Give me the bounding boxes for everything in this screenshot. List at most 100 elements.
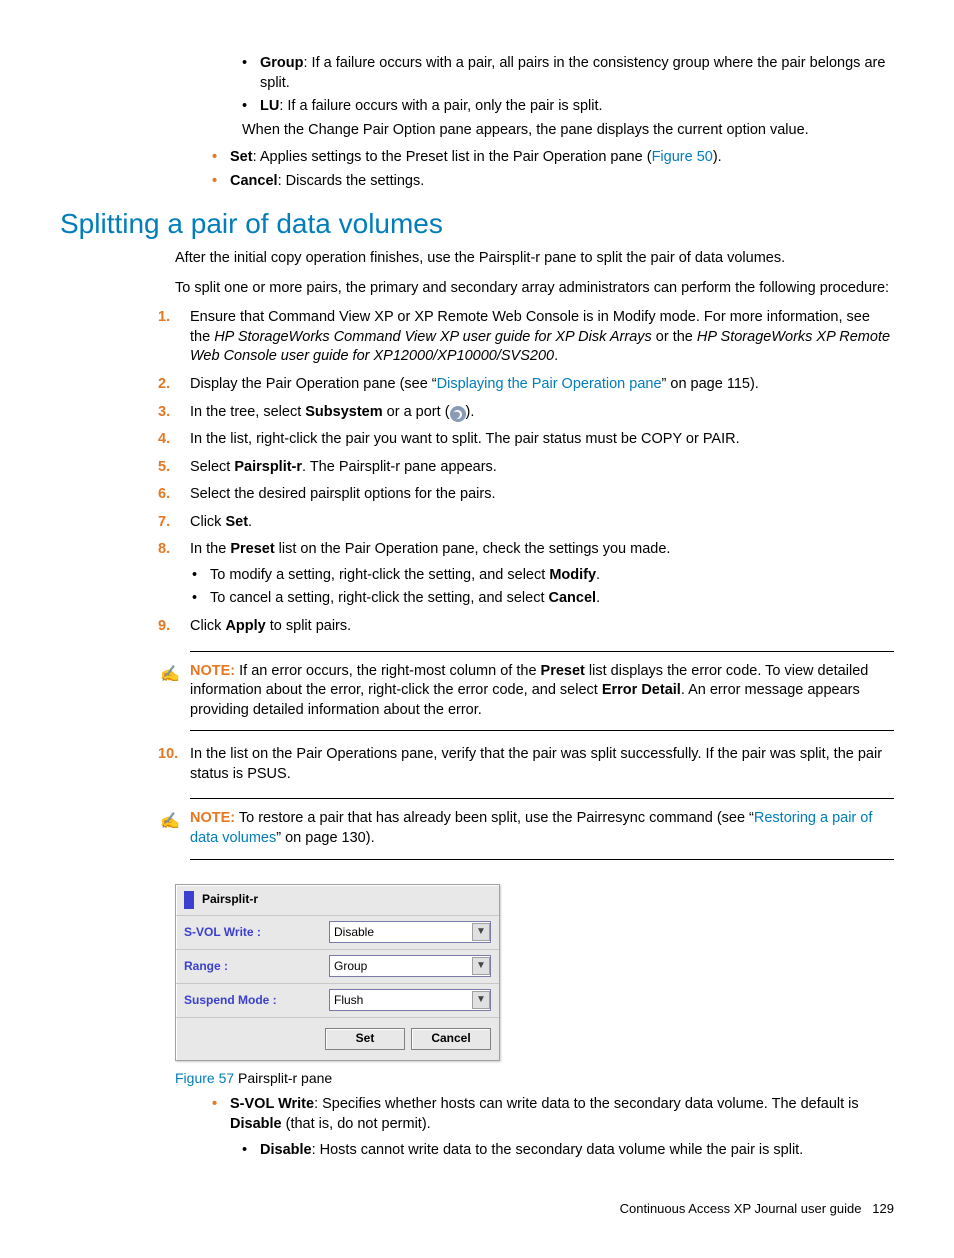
doc-title: HP StorageWorks Command View XP user gui… xyxy=(214,329,652,345)
svol-write-row: S-VOL Write : Disable ▼ xyxy=(176,915,499,949)
step: In the tree, select Subsystem or a port … xyxy=(158,403,894,423)
chevron-down-icon: ▼ xyxy=(472,957,490,975)
text: ” on page 115). xyxy=(662,376,759,392)
step: Ensure that Command View XP or XP Remote… xyxy=(158,308,894,367)
step: In the list, right-click the pair you wa… xyxy=(158,430,894,450)
text: . The Pairsplit-r pane appears. xyxy=(302,459,497,475)
chevron-down-icon: ▼ xyxy=(472,991,490,1009)
text: To restore a pair that has already been … xyxy=(235,810,754,826)
step: In the list on the Pair Operations pane,… xyxy=(158,745,894,859)
text: Click xyxy=(190,514,225,530)
term: Set xyxy=(225,514,248,530)
term: Set xyxy=(230,149,253,165)
text: In the list on the Pair Operations pane,… xyxy=(190,746,882,782)
range-row: Range : Group ▼ xyxy=(176,949,499,983)
cross-ref-link[interactable]: Displaying the Pair Operation pane xyxy=(437,376,662,392)
term: Pairsplit-r xyxy=(234,459,302,475)
figure-number: Figure 57 xyxy=(175,1070,234,1086)
note: ✍ NOTE: If an error occurs, the right-mo… xyxy=(190,651,894,732)
chevron-down-icon: ▼ xyxy=(472,923,490,941)
term: LU xyxy=(260,98,279,114)
text: : If a failure occurs with a pair, only … xyxy=(279,98,602,114)
step: Select Pairsplit-r. The Pairsplit-r pane… xyxy=(158,458,894,478)
list-item: LU: If a failure occurs with a pair, onl… xyxy=(260,97,894,117)
term: Apply xyxy=(225,618,265,634)
term: Modify xyxy=(549,567,596,583)
set-button[interactable]: Set xyxy=(325,1028,405,1050)
text: or a port ( xyxy=(383,404,450,420)
field-label: Suspend Mode : xyxy=(184,992,329,1008)
note-icon: ✍ xyxy=(160,811,180,833)
text: (that is, do not permit). xyxy=(282,1116,431,1132)
list-item: Group: If a failure occurs with a pair, … xyxy=(260,54,894,93)
step: Click Apply to split pairs. ✍ NOTE: If a… xyxy=(158,617,894,731)
term: S-VOL Write xyxy=(230,1096,314,1112)
text: or the xyxy=(652,329,697,345)
step: Display the Pair Operation pane (see “Di… xyxy=(158,375,894,395)
title-bar-icon xyxy=(184,891,194,909)
title-text: Pairsplit-r xyxy=(202,891,258,907)
dropdown-value: Group xyxy=(334,958,367,974)
note-label: NOTE: xyxy=(190,663,235,679)
sub-list-item: Disable: Hosts cannot write data to the … xyxy=(260,1141,894,1161)
list-item: Cancel: Discards the settings. xyxy=(230,172,894,192)
term: Group xyxy=(260,55,304,71)
text: . xyxy=(248,514,252,530)
port-icon xyxy=(450,406,466,422)
text: : Hosts cannot write data to the seconda… xyxy=(312,1142,804,1158)
page-number: 129 xyxy=(872,1201,894,1216)
substep: To modify a setting, right-click the set… xyxy=(210,566,894,586)
substep: To cancel a setting, right-click the set… xyxy=(210,589,894,609)
step: Click Set. xyxy=(158,513,894,533)
footer-text: Continuous Access XP Journal user guide xyxy=(620,1201,862,1216)
text: In the tree, select xyxy=(190,404,305,420)
text: : If a failure occurs with a pair, all p… xyxy=(260,55,885,91)
text: Select xyxy=(190,459,234,475)
text: . xyxy=(596,590,600,606)
paragraph: After the initial copy operation finishe… xyxy=(175,249,894,269)
list-item: S-VOL Write: Specifies whether hosts can… xyxy=(230,1095,894,1160)
term: Cancel xyxy=(230,173,278,189)
page-footer: Continuous Access XP Journal user guide … xyxy=(60,1200,894,1218)
suspend-mode-dropdown[interactable]: Flush ▼ xyxy=(329,989,491,1011)
text: : Specifies whether hosts can write data… xyxy=(314,1096,859,1112)
continuation-block: Group: If a failure occurs with a pair, … xyxy=(175,54,894,191)
text: list on the Pair Operation pane, check t… xyxy=(275,541,671,557)
description-list: S-VOL Write: Specifies whether hosts can… xyxy=(175,1095,894,1160)
text: In the xyxy=(190,541,230,557)
term: Cancel xyxy=(549,590,597,606)
text: Click xyxy=(190,618,225,634)
dropdown-value: Disable xyxy=(334,924,374,940)
text: To cancel a setting, right-click the set… xyxy=(210,590,549,606)
figure-link[interactable]: Figure 50 xyxy=(652,149,713,165)
button-row: Set Cancel xyxy=(176,1017,499,1060)
step: Select the desired pairsplit options for… xyxy=(158,485,894,505)
text: . xyxy=(554,348,558,364)
term: Error Detail xyxy=(602,682,681,698)
term: Preset xyxy=(541,663,585,679)
text: to split pairs. xyxy=(266,618,351,634)
svol-write-dropdown[interactable]: Disable ▼ xyxy=(329,921,491,943)
text: When the Change Pair Option pane appears… xyxy=(242,121,894,141)
term: Disable xyxy=(260,1142,312,1158)
text: . xyxy=(596,567,600,583)
note-icon: ✍ xyxy=(160,664,180,686)
text: To modify a setting, right-click the set… xyxy=(210,567,549,583)
term: Preset xyxy=(230,541,274,557)
term: Subsystem xyxy=(305,404,382,420)
note-label: NOTE: xyxy=(190,810,235,826)
text: : Discards the settings. xyxy=(278,173,425,189)
text: ). xyxy=(713,149,722,165)
field-label: S-VOL Write : xyxy=(184,924,329,940)
range-dropdown[interactable]: Group ▼ xyxy=(329,955,491,977)
suspend-mode-row: Suspend Mode : Flush ▼ xyxy=(176,983,499,1017)
figure-caption: Figure 57 Pairsplit-r pane xyxy=(175,1069,894,1088)
cancel-button[interactable]: Cancel xyxy=(411,1028,491,1050)
text: If an error occurs, the right-most colum… xyxy=(235,663,540,679)
text: Display the Pair Operation pane (see “ xyxy=(190,376,437,392)
text: ). xyxy=(466,404,475,420)
step: In the Preset list on the Pair Operation… xyxy=(158,540,894,609)
note: ✍ NOTE: To restore a pair that has alrea… xyxy=(190,798,894,859)
procedure-list: Ensure that Command View XP or XP Remote… xyxy=(158,308,894,859)
text: : Applies settings to the Preset list in… xyxy=(253,149,652,165)
